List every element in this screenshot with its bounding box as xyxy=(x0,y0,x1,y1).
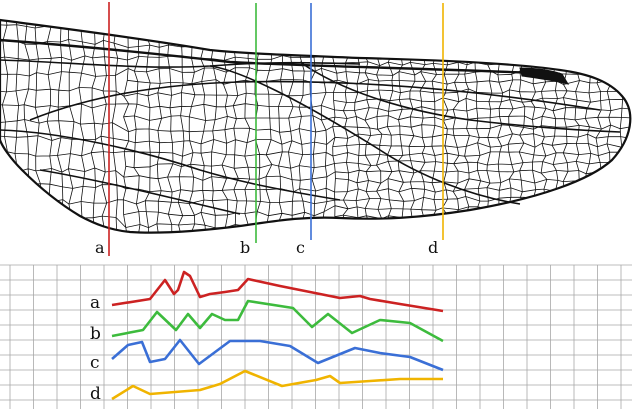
profile-curves xyxy=(111,270,444,401)
wing-main-veins xyxy=(0,38,621,215)
profile-label-d: d xyxy=(90,384,101,404)
wing-vein xyxy=(0,59,361,68)
wing-vein xyxy=(0,38,561,76)
wing-vein xyxy=(39,169,241,215)
pterostigma xyxy=(519,67,570,85)
wing-vein xyxy=(299,61,621,133)
dragonfly-wing xyxy=(0,18,632,234)
profile-grid xyxy=(0,264,632,409)
profile-label-c: c xyxy=(90,353,100,373)
profile-curve-c xyxy=(111,338,444,372)
section-label-c: c xyxy=(296,238,305,257)
wing-vein xyxy=(0,129,341,201)
profile-label-a: a xyxy=(90,293,100,313)
wing-vein xyxy=(209,65,521,205)
profile-labels: a b c d xyxy=(90,293,101,404)
profile-curve-d xyxy=(111,369,443,401)
profile-label-b: b xyxy=(90,324,101,344)
section-labels: a b c d xyxy=(95,238,438,257)
section-label-b: b xyxy=(240,238,250,257)
section-lines xyxy=(108,2,444,256)
wing-outline xyxy=(0,18,632,234)
profile-curve-b xyxy=(111,299,444,343)
profile-curve-a xyxy=(111,270,444,313)
section-label-d: d xyxy=(428,238,438,257)
profile-grid-panel: a b c d xyxy=(0,264,632,409)
section-label-a: a xyxy=(95,238,105,257)
